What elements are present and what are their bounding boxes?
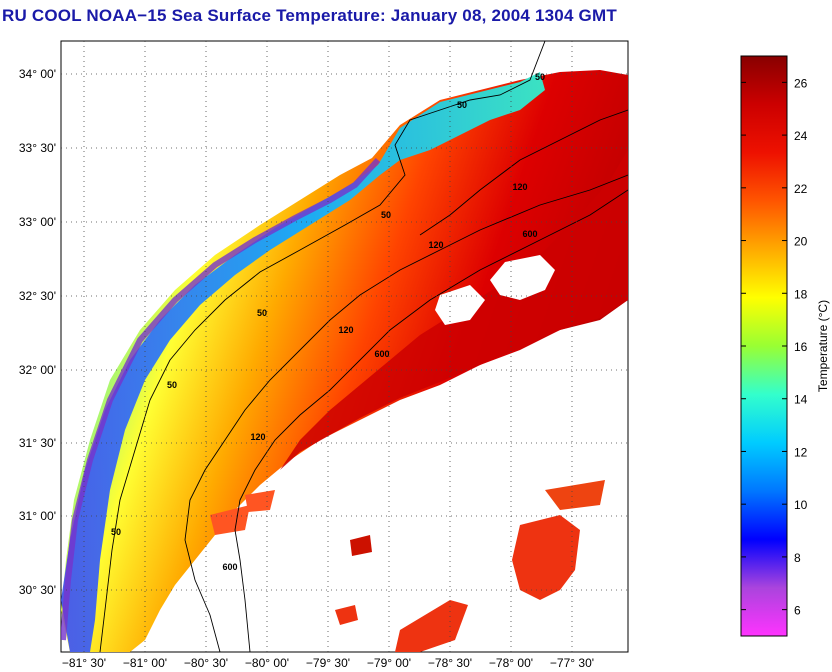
latitude-label: 31° 00' [19, 509, 56, 523]
contour-label-120m: 120 [428, 240, 443, 250]
sst-patch [545, 480, 605, 510]
colorbar-tick-label: 24 [794, 129, 808, 143]
longitude-label: −81° 30' [62, 656, 106, 670]
contour-600m [234, 189, 628, 652]
latitude-label: 32° 00' [19, 363, 56, 377]
colorbar-tick-label: 8 [794, 551, 801, 565]
contour-label-600m: 600 [222, 562, 237, 572]
sst-patch [395, 600, 468, 652]
latitude-label: 31° 30' [19, 436, 56, 450]
latitude-label: 33° 00' [19, 215, 56, 229]
longitude-label: −79° 30' [306, 656, 350, 670]
contour-120m [184, 174, 628, 652]
contour-label-50m: 50 [167, 380, 177, 390]
sst-patch [350, 535, 372, 556]
contour-label-50m: 50 [457, 100, 467, 110]
sst-field [61, 70, 628, 652]
cloud-gap [435, 285, 485, 325]
coastline-edge [61, 157, 381, 641]
longitude-label: −80° 00' [245, 656, 289, 670]
colorbar-tick-label: 26 [794, 76, 808, 90]
colorbar-tick-label: 22 [794, 182, 808, 196]
longitude-label: −79° 00' [367, 656, 411, 670]
graticule [61, 41, 628, 652]
latitude-label: 30° 30' [19, 583, 56, 597]
contour-label-50m: 50 [535, 72, 545, 82]
colorbar: 26 24 22 20 18 16 14 12 10 8 6 Temperature (°C) [740, 55, 830, 637]
latitude-labels: 34° 00' 33° 30' 33° 00' 32° 30' 32° 00' 31° 3… [19, 67, 56, 597]
longitude-label: −78° 00' [489, 656, 533, 670]
contour-label-50m: 50 [111, 527, 121, 537]
longitude-label: −80° 30' [184, 656, 228, 670]
contour-labels: 50 50 50 50 50 50 120 120 120 120 600 600 600 [111, 72, 545, 572]
colorbar-ticks: 26 24 22 20 18 16 14 12 10 8 6 [741, 76, 808, 618]
sst-field-main [61, 70, 628, 652]
sst-patch [512, 515, 580, 600]
contour-label-120m: 120 [250, 432, 265, 442]
longitude-labels: −81° 30' −81° 00' −80° 30' −80° 00' −79° 30'… [62, 656, 594, 670]
cloud-gap [490, 255, 555, 300]
sst-patch [335, 605, 358, 625]
bathymetry-contours [99, 41, 628, 652]
contour-50m [99, 41, 546, 652]
latitude-label: 32° 30' [19, 289, 56, 303]
longitude-label: −77° 30' [550, 656, 594, 670]
page-title: RU COOL NOAA−15 Sea Surface Temperature:… [2, 6, 617, 25]
colorbar-tick-label: 12 [794, 445, 808, 459]
sst-patch [245, 490, 275, 512]
contour-120m-inner [419, 109, 628, 236]
colorbar-tick-label: 6 [794, 604, 801, 618]
colorbar-tick-label: 16 [794, 340, 808, 354]
contour-label-50m: 50 [257, 308, 267, 318]
colorbar-scale [740, 55, 788, 637]
colorbar-tick-label: 10 [794, 498, 808, 512]
colorbar-tick-label: 18 [794, 287, 808, 301]
sst-patch [210, 505, 250, 535]
latitude-label: 34° 00' [19, 67, 56, 81]
longitude-label: −78° 30' [428, 656, 472, 670]
colorbar-label: Temperature (°C) [816, 300, 830, 392]
contour-label-600m: 600 [374, 349, 389, 359]
sst-gulf-stream-core [280, 150, 628, 470]
contour-label-50m: 50 [381, 210, 391, 220]
contour-label-120m: 120 [338, 325, 353, 335]
latitude-label: 33° 30' [19, 141, 56, 155]
colorbar-tick-label: 14 [794, 393, 808, 407]
contour-label-120m: 120 [512, 182, 527, 192]
colorbar-tick-label: 20 [794, 235, 808, 249]
longitude-label: −81° 00' [123, 656, 167, 670]
contour-label-600m: 600 [522, 229, 537, 239]
